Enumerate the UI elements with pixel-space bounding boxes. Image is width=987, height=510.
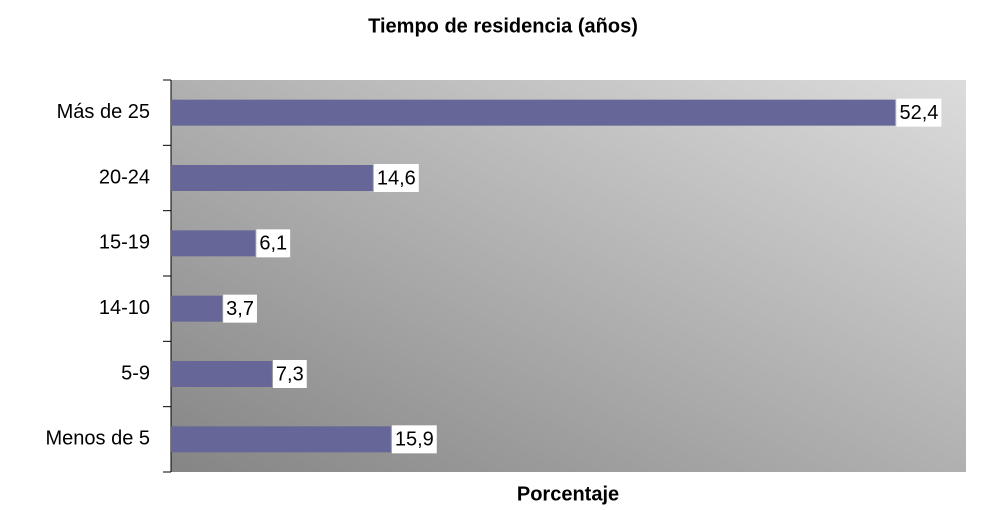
data-label-box bbox=[391, 425, 437, 454]
bar bbox=[171, 165, 373, 191]
data-label: 14,6 bbox=[377, 167, 416, 189]
chart-title: Tiempo de residencia (años) bbox=[368, 15, 638, 37]
data-label: 6,1 bbox=[259, 233, 287, 255]
data-label-box bbox=[896, 98, 942, 127]
data-label: 15,9 bbox=[395, 429, 434, 451]
y-tick-label: 14-10 bbox=[99, 297, 150, 319]
data-label: 52,4 bbox=[899, 102, 938, 124]
y-tick-label: Más de 25 bbox=[57, 101, 150, 123]
data-label: 7,3 bbox=[276, 363, 304, 385]
y-tick-label: 15-19 bbox=[99, 232, 150, 254]
y-tick-label: 5-9 bbox=[121, 362, 150, 384]
y-tick-label: Menos de 5 bbox=[45, 428, 150, 450]
data-label: 3,7 bbox=[226, 298, 254, 320]
bar bbox=[171, 230, 256, 257]
y-tick-label: 20-24 bbox=[99, 166, 150, 188]
data-label-box bbox=[223, 294, 257, 323]
data-label-box bbox=[256, 229, 291, 258]
bar bbox=[171, 426, 391, 453]
x-axis-label: Porcentaje bbox=[517, 483, 619, 505]
data-label-box bbox=[373, 164, 419, 192]
bar bbox=[171, 99, 896, 126]
plot-area bbox=[171, 80, 966, 472]
data-label-box bbox=[272, 360, 307, 388]
bar bbox=[171, 361, 272, 387]
bar bbox=[171, 295, 223, 322]
